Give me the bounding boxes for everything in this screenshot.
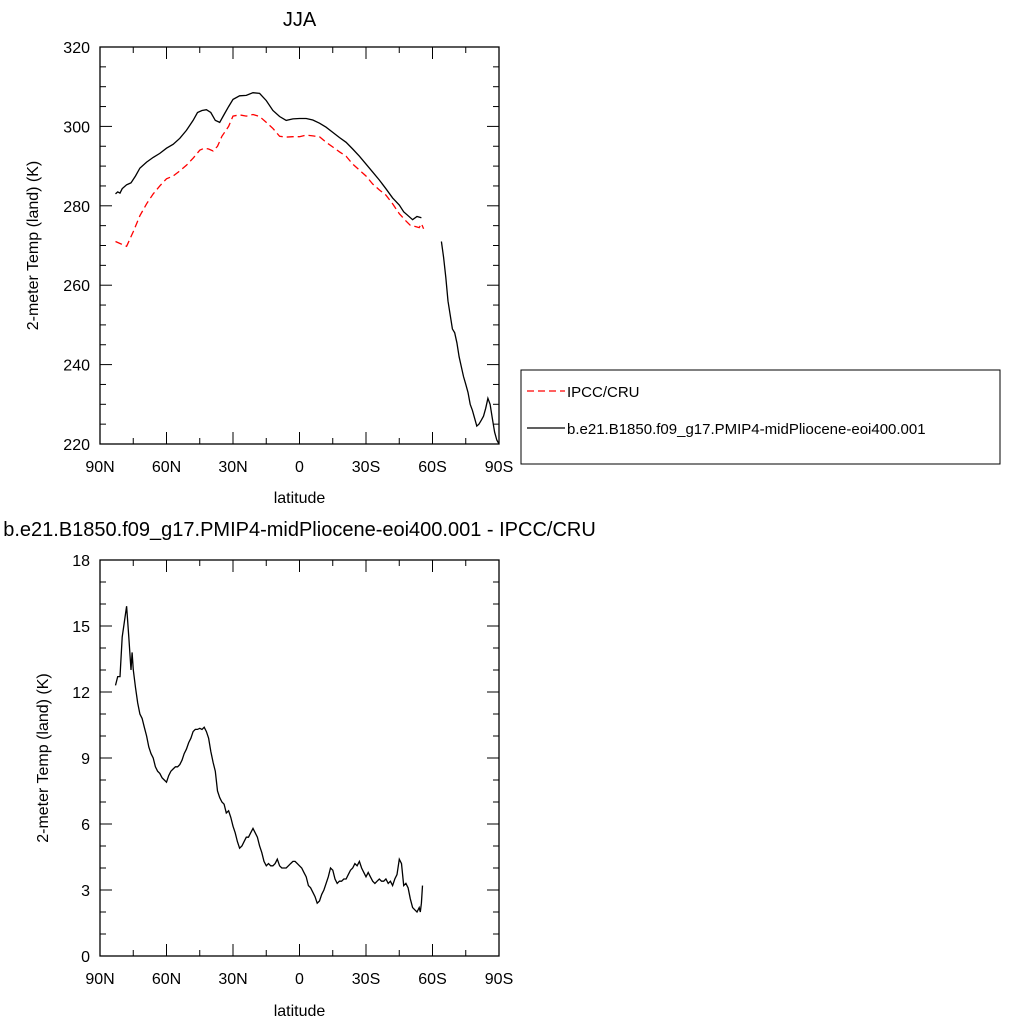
plot-frame — [99, 559, 500, 957]
x-tick-label: 30N — [218, 971, 247, 988]
y-tick-label: 260 — [63, 278, 90, 295]
chart-title: b.e21.B1850.f09_g17.PMIP4-midPliocene-eo… — [3, 519, 596, 541]
series-line — [114, 606, 424, 914]
y-tick-label: 240 — [63, 358, 90, 375]
x-tick-label: 90S — [485, 971, 513, 988]
y-axis-label: 2-meter Temp (land) (K) — [35, 673, 52, 843]
x-tick-label: 30S — [352, 971, 380, 988]
x-tick-label: 0 — [295, 459, 304, 476]
x-tick-label: 90N — [85, 971, 114, 988]
x-tick-label: 60N — [152, 971, 181, 988]
legend: IPCC/CRU b.e21.B1850.f09_g17.PMIP4-midPli… — [520, 369, 1001, 465]
bottom-chart: b.e21.B1850.f09_g17.PMIP4-midPliocene-eo… — [3, 519, 596, 1020]
x-tick-label: 60N — [152, 459, 181, 476]
y-tick-label: 0 — [81, 949, 90, 966]
x-tick-label: 60S — [418, 459, 446, 476]
x-tick-label: 90S — [485, 459, 513, 476]
series-line — [115, 113, 425, 248]
y-tick-label: 320 — [63, 40, 90, 57]
legend-label: b.e21.B1850.f09_g17.PMIP4-midPliocene-eo… — [567, 421, 926, 438]
y-axis-label: 2-meter Temp (land) (K) — [25, 161, 42, 331]
x-tick-label: 0 — [295, 971, 304, 988]
y-tick-label: 3 — [81, 883, 90, 900]
y-tick-label: 18 — [72, 553, 90, 570]
y-tick-label: 12 — [72, 685, 90, 702]
x-axis-label: latitude — [274, 1003, 326, 1020]
x-tick-label: 60S — [418, 971, 446, 988]
y-tick-label: 280 — [63, 199, 90, 216]
series-line — [115, 92, 422, 221]
x-tick-label: 90N — [85, 459, 114, 476]
y-tick-label: 6 — [81, 817, 90, 834]
legend-box — [520, 369, 1001, 465]
top-chart: JJA 90N 60N 30N 0 30S 60S 90S 220 240 260 280 300 320… — [25, 9, 1001, 507]
x-tick-label: 30S — [352, 459, 380, 476]
chart-title: JJA — [283, 9, 317, 31]
y-tick-label: 15 — [72, 619, 90, 636]
plot-frame — [99, 46, 500, 445]
legend-label: IPCC/CRU — [567, 384, 640, 401]
series-line — [440, 241, 499, 444]
y-tick-label: 9 — [81, 751, 90, 768]
x-tick-label: 30N — [218, 459, 247, 476]
y-tick-label: 300 — [63, 119, 90, 136]
x-axis-label: latitude — [274, 490, 326, 507]
y-tick-label: 220 — [63, 437, 90, 454]
